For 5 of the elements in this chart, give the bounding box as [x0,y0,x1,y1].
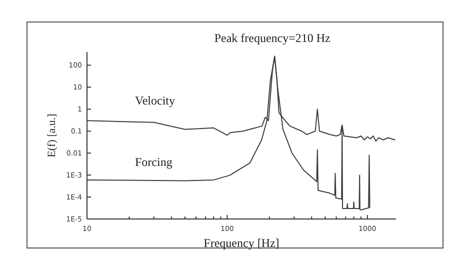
series-label: Velocity [135,94,175,108]
x-axis-title: Frequency [Hz] [204,236,280,250]
series-label: Forcing [135,154,172,169]
text: Peak frequency=210 Hz [214,31,330,45]
y-axis-title: E(f) [a.u.] [46,114,58,158]
